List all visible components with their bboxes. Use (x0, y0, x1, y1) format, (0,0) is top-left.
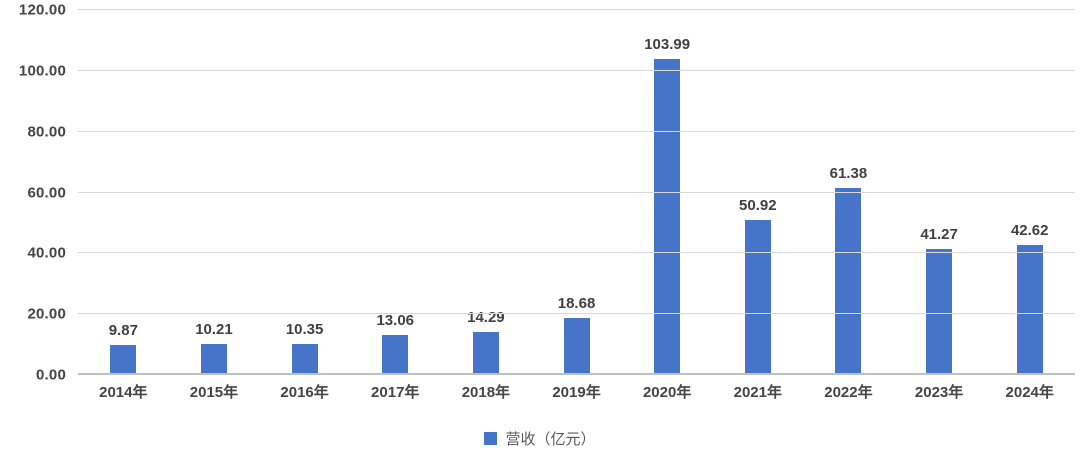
bar (744, 220, 771, 375)
x-axis: 2014年 2015年 2016年 2017年 2018年 2019年 2020年 2021年… (78, 381, 1075, 402)
bar-value-label: 10.35 (285, 320, 324, 338)
y-tick-label: 40.00 (27, 244, 66, 262)
legend-label: 营收（亿元） (505, 431, 596, 448)
x-tick-label: 2020年 (642, 384, 692, 401)
bar-value-label: 9.87 (108, 321, 138, 339)
y-axis: 0.00 20.00 40.00 60.00 80.00 100.00 120.00 (0, 2, 66, 384)
bar (1016, 245, 1043, 375)
bar-slot: 61.38 (803, 10, 894, 375)
x-tick-label: 2022年 (824, 384, 873, 401)
x-tick-label: 2016年 (280, 384, 329, 401)
gridline (78, 313, 1075, 315)
bar (291, 343, 318, 375)
bar-value-label: 18.68 (557, 295, 596, 313)
y-tick-label: 100.00 (18, 62, 66, 80)
bar (382, 335, 409, 375)
bar-slot: 13.06 (350, 10, 441, 375)
bar-slot: 10.21 (169, 10, 260, 375)
bar-series: 9.87 10.21 10.35 13.06 14.29 18.68 103.99 50.92… (78, 10, 1075, 375)
bar-value-label: 61.38 (829, 165, 868, 183)
bar-slot: 41.27 (894, 10, 985, 375)
bar-value-label: 13.06 (376, 312, 415, 330)
bar (563, 318, 590, 375)
plot-area: 9.87 10.21 10.35 13.06 14.29 18.68 103.99 50.92… (78, 9, 1075, 375)
bar (654, 58, 681, 375)
x-tick-label: 2017年 (371, 384, 420, 401)
bar-slot: 18.68 (531, 10, 622, 375)
bar (110, 344, 137, 375)
bar-value-label: 42.62 (1010, 222, 1049, 240)
bar-value-label: 103.99 (644, 35, 691, 53)
bar-slot: 50.92 (712, 10, 803, 375)
legend: 营收（亿元） (0, 428, 1080, 449)
x-tick-label: 2019年 (552, 384, 601, 401)
bar (200, 343, 227, 375)
x-tick-label: 2023年 (914, 384, 964, 401)
bar-slot: 42.62 (984, 10, 1075, 375)
bar-slot: 9.87 (78, 10, 169, 375)
gridline (78, 69, 1075, 71)
y-tick-label: 120.00 (18, 1, 66, 19)
bar-value-label: 50.92 (739, 197, 777, 215)
y-tick-label: 0.00 (36, 366, 66, 384)
y-tick-label: 60.00 (27, 184, 66, 201)
x-axis-line (78, 373, 1075, 375)
x-tick-label: 2015年 (189, 384, 239, 401)
bar-slot: 10.35 (259, 10, 350, 375)
bar-value-label: 41.27 (920, 226, 958, 244)
y-tick-label: 80.00 (27, 123, 66, 141)
x-tick-label: 2024年 (1005, 384, 1054, 401)
bar-slot: 14.29 (441, 10, 532, 375)
bar-value-label: 10.21 (195, 320, 233, 338)
x-tick-label: 2014年 (99, 384, 148, 401)
x-tick-label: 2021年 (733, 384, 782, 401)
bar (926, 249, 953, 375)
x-tick-label: 2018年 (461, 384, 511, 401)
y-tick-label: 20.00 (27, 305, 66, 323)
gridline (78, 191, 1075, 193)
bar-slot: 103.99 (622, 10, 713, 375)
gridline (78, 9, 1075, 10)
bar (835, 188, 862, 375)
bar-value-label: 14.29 (467, 308, 505, 326)
legend-square-icon (484, 432, 498, 445)
bar (472, 331, 499, 375)
gridline (78, 252, 1075, 254)
gridline (78, 130, 1075, 132)
